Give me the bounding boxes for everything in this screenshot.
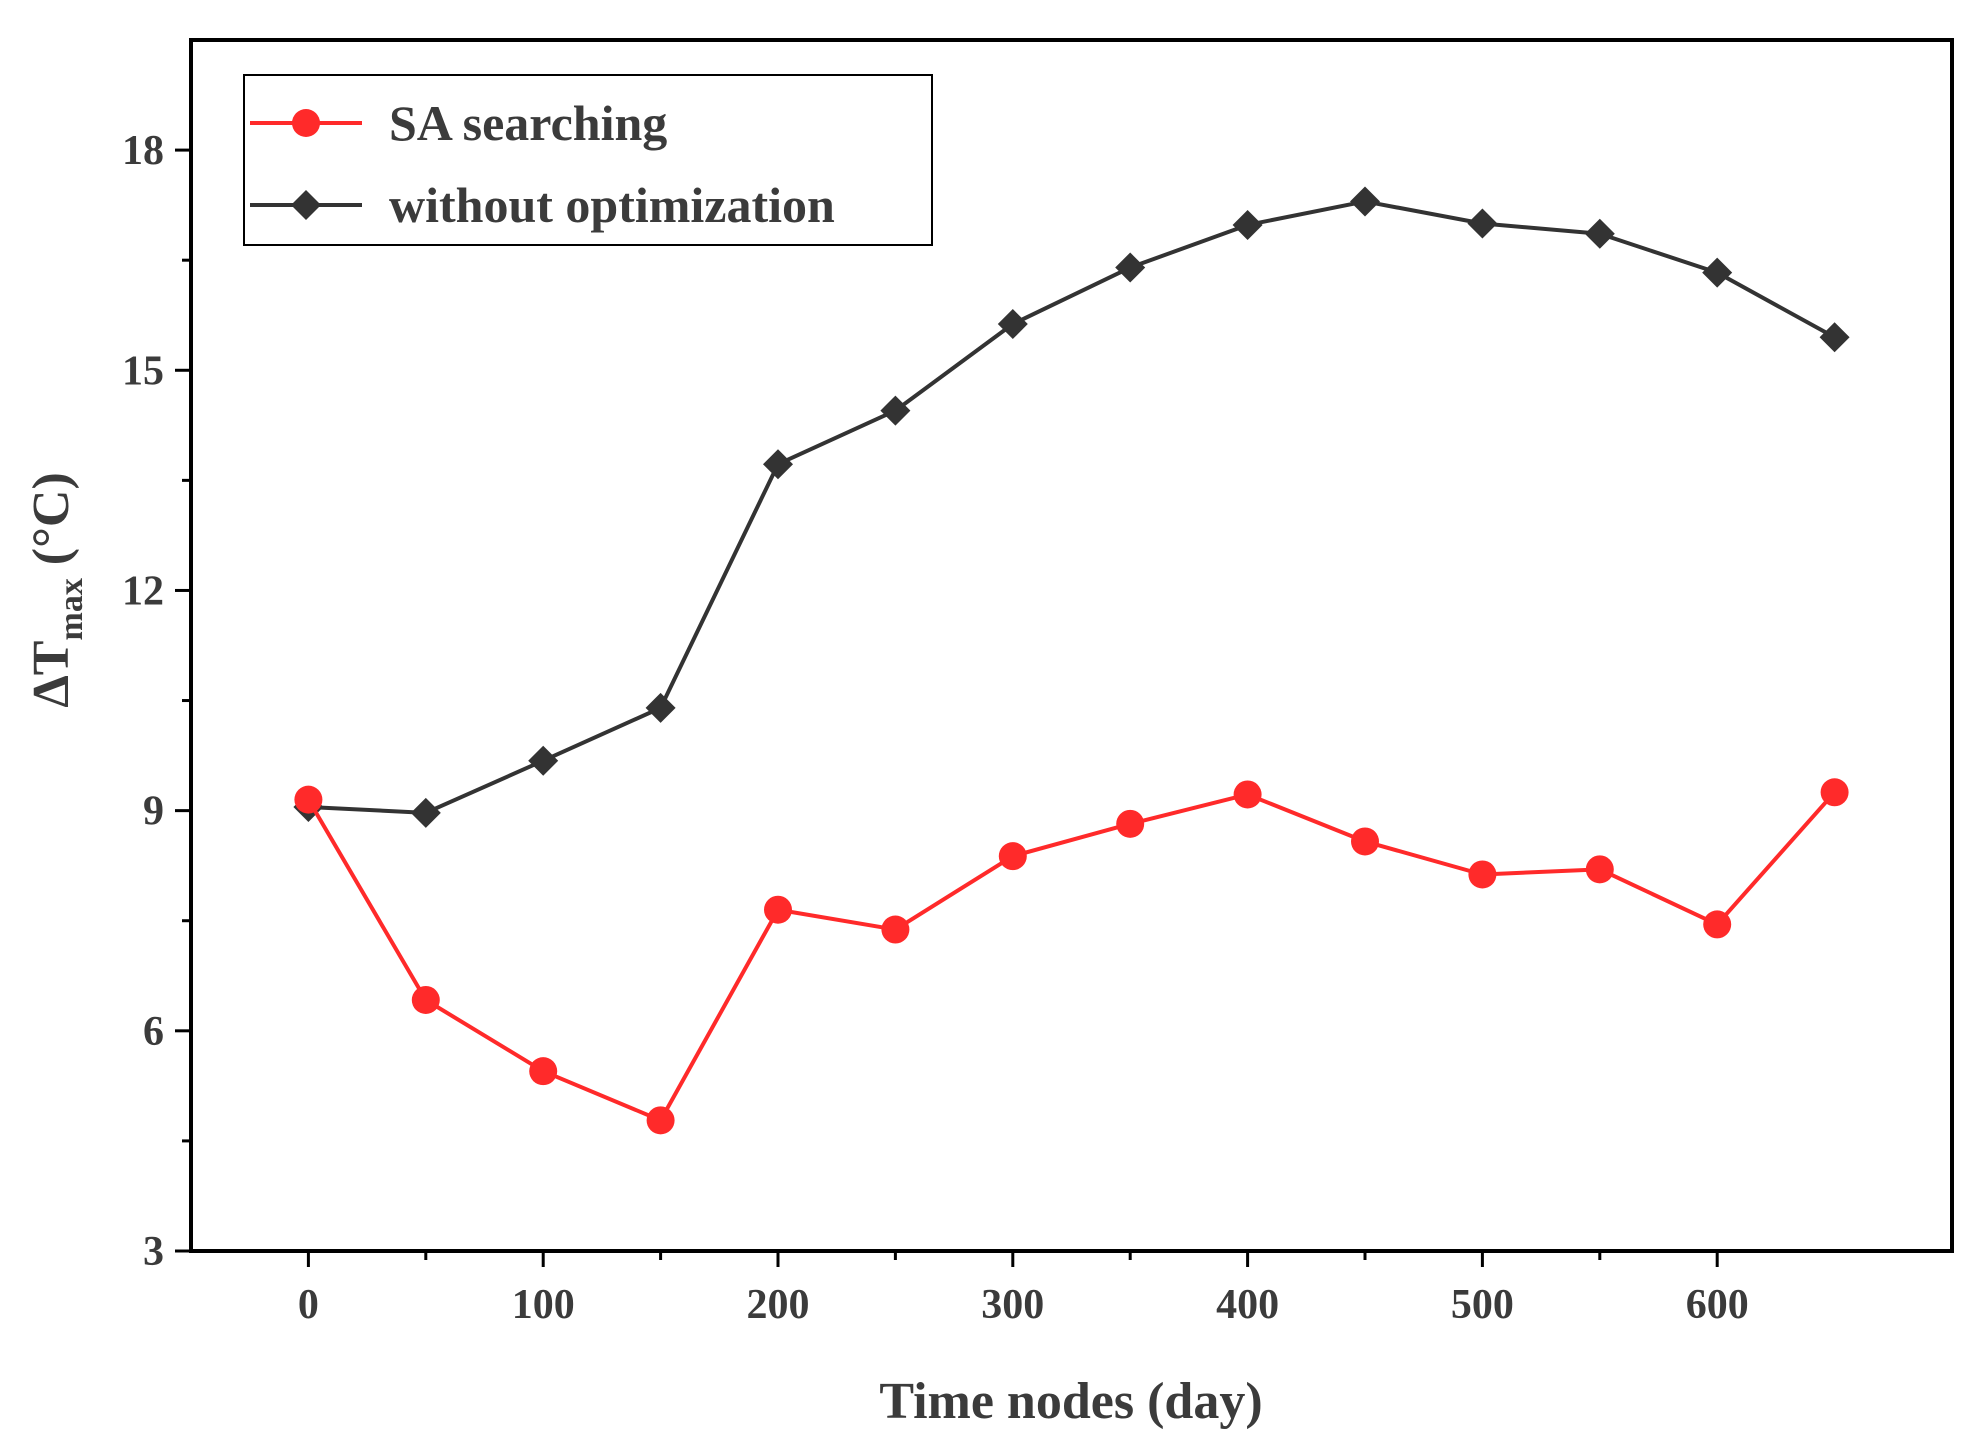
data-point-sa-searching [1351,827,1379,856]
y-tick-label: 6 [143,1009,164,1055]
y-axis-title: ΔTmax (°C) [23,472,90,708]
legend-marker-without-optimization [291,190,321,220]
data-point-sa-searching [1233,780,1262,809]
data-point-without-optimization [410,797,441,828]
legend-marker-sa-searching [292,109,320,137]
x-axis-title: Time nodes (day) [879,1373,1262,1430]
y-tick-label: 15 [122,348,164,394]
series-line-without-optimization [308,199,1836,815]
x-tick-label: 400 [1216,1282,1279,1328]
data-point-sa-searching [294,785,323,814]
data-point-sa-searching [411,985,440,1014]
series-without-optimization [293,186,1850,828]
y-axis-title-main: ΔT [23,641,80,708]
legend-box [243,74,933,246]
data-point-without-optimization [1115,252,1146,283]
data-point-sa-searching [764,895,792,924]
data-point-sa-searching [1703,910,1732,939]
data-point-sa-searching [1116,809,1145,838]
data-point-sa-searching [881,915,910,944]
y-axis-title-subscript: max [53,578,90,640]
data-point-without-optimization [645,692,676,723]
data-point-without-optimization [528,745,559,776]
axis-ticks: 0 100 200 300 400 500 600 3 6 9 12 15 18 [122,128,1749,1328]
y-tick-label: 18 [122,128,164,174]
x-tick-label: 600 [1686,1282,1749,1328]
data-point-without-optimization [1819,322,1850,353]
data-point-sa-searching [646,1106,675,1135]
data-point-sa-searching [998,842,1027,871]
legend-label-sa-searching: SA searching [389,95,667,151]
x-tick-label: 0 [298,1282,319,1328]
x-tick-label: 300 [981,1282,1044,1328]
data-point-without-optimization [1467,208,1498,239]
data-point-sa-searching [1820,778,1849,807]
data-point-without-optimization [880,395,911,426]
data-series [293,186,1850,1135]
series-sa-searching [294,778,1849,1135]
data-point-without-optimization [1702,257,1733,288]
plot-frame [189,38,1954,1253]
data-point-without-optimization [1232,209,1263,240]
y-tick-label: 3 [143,1229,164,1275]
x-tick-label: 200 [747,1282,810,1328]
data-point-sa-searching [529,1057,558,1086]
data-point-without-optimization [1350,186,1380,217]
y-axis-title-unit: (°C) [23,472,80,578]
series-line-sa-searching [306,790,1837,1123]
legend: SA searching without optimization [243,74,933,246]
legend-label-without-optimization: without optimization [389,177,835,233]
y-tick-label: 9 [143,789,164,835]
data-point-sa-searching [1468,860,1497,889]
x-tick-label: 500 [1451,1282,1514,1328]
data-point-sa-searching [1585,855,1614,884]
data-point-without-optimization [1584,218,1615,249]
data-point-without-optimization [763,449,793,480]
y-tick-label: 12 [122,568,164,614]
data-point-without-optimization [997,309,1028,340]
x-tick-label: 100 [512,1282,575,1328]
legend-entries: SA searching without optimization [250,95,835,233]
